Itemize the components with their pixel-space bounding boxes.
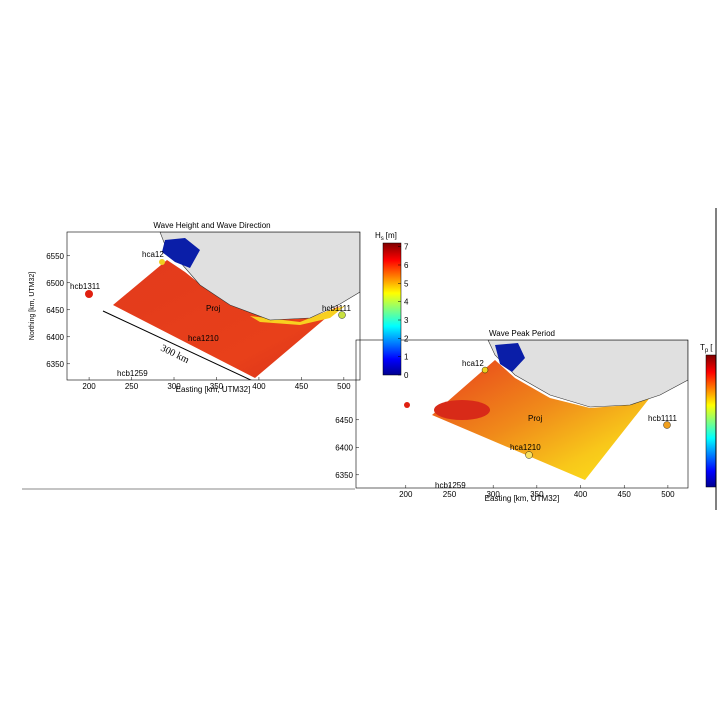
colorbar-tick-label: 3: [404, 316, 409, 325]
colorbar-tick-label: 7: [404, 243, 409, 252]
station-label: hca12: [142, 250, 164, 259]
station-label: Proj: [528, 414, 542, 423]
station-label: hcb1111: [648, 414, 677, 423]
station-label: hcb1259: [435, 481, 466, 490]
station-label: hcb1259: [117, 369, 148, 378]
x-tick-label: 500: [661, 490, 675, 499]
colorbar-label: Tp[: [700, 343, 713, 354]
x-tick-label: 350: [210, 382, 224, 391]
y-tick-label: 6400: [46, 333, 64, 342]
colorbar-tick-label: 5: [404, 279, 409, 288]
x-tick-label: 450: [295, 382, 309, 391]
station-marker: [525, 451, 533, 459]
map-1: [102, 232, 360, 380]
y-tick-label: 6400: [335, 443, 353, 452]
x-tick-label: 300: [486, 490, 500, 499]
colorbar-tick-label: 6: [404, 261, 409, 270]
station-marker: [404, 402, 410, 408]
cb-unit: [m]: [386, 231, 397, 240]
x-tick-label: 500: [337, 382, 351, 391]
y-tick-label: 6450: [335, 416, 353, 425]
station-label: hca1210: [188, 334, 219, 343]
x-tick-label: 200: [82, 382, 96, 391]
station-marker: [481, 366, 489, 374]
x-tick-label: 300: [167, 382, 181, 391]
y-tick-label: 6500: [46, 279, 64, 288]
station-label: hcb1111: [322, 304, 351, 313]
axes-1: [66, 231, 361, 381]
colorbar-tick-label: 2: [404, 334, 409, 343]
x-tick-label: 400: [574, 490, 588, 499]
station-marker: [338, 311, 346, 319]
y-tick-label: 6450: [46, 306, 64, 315]
cb-sub: p: [705, 348, 709, 354]
colorbar-tick-label: 1: [404, 353, 409, 362]
y-tick-label: 6350: [46, 360, 64, 369]
x-tick-label: 200: [399, 490, 413, 499]
map-2: [432, 340, 688, 480]
x-tick-label: 400: [252, 382, 266, 391]
cb-main: T: [700, 343, 705, 352]
colorbar-label: Hs [m]: [375, 231, 397, 242]
x-tick-label: 350: [530, 490, 544, 499]
x-tick-label: 250: [125, 382, 139, 391]
colorbar-tick-label: 4: [404, 298, 409, 307]
axes-2: [355, 339, 689, 489]
colorbar-1: [382, 242, 402, 376]
panel-title: Wave Peak Period: [489, 329, 555, 338]
panel-title: Wave Height and Wave Direction: [153, 221, 270, 230]
y-tick-label: 6350: [335, 471, 353, 480]
colorbar-2: [705, 354, 717, 488]
x-tick-label: 450: [618, 490, 632, 499]
cb-unit: [: [710, 343, 713, 352]
y-axis-label: Northing [km, UTM32]: [29, 272, 36, 341]
station-marker: [85, 290, 93, 298]
cb-main: H: [375, 231, 381, 240]
cb-sub: s: [381, 236, 384, 242]
station-marker: [159, 259, 165, 265]
colorbar-tick-label: 0: [404, 371, 409, 380]
annotation: 300 km: [159, 343, 191, 366]
station-label: hca1210: [510, 443, 541, 452]
y-tick-label: 6550: [46, 252, 64, 261]
x-axis-label: Easting [km, UTM32]: [176, 385, 251, 394]
station-marker: [663, 421, 671, 429]
station-label: hcb1311: [70, 282, 101, 291]
station-label: hca12: [462, 359, 484, 368]
x-tick-label: 250: [443, 490, 457, 499]
x-axis-label: Easting [km, UTM32]: [485, 494, 560, 503]
station-label: Proj: [206, 304, 220, 313]
